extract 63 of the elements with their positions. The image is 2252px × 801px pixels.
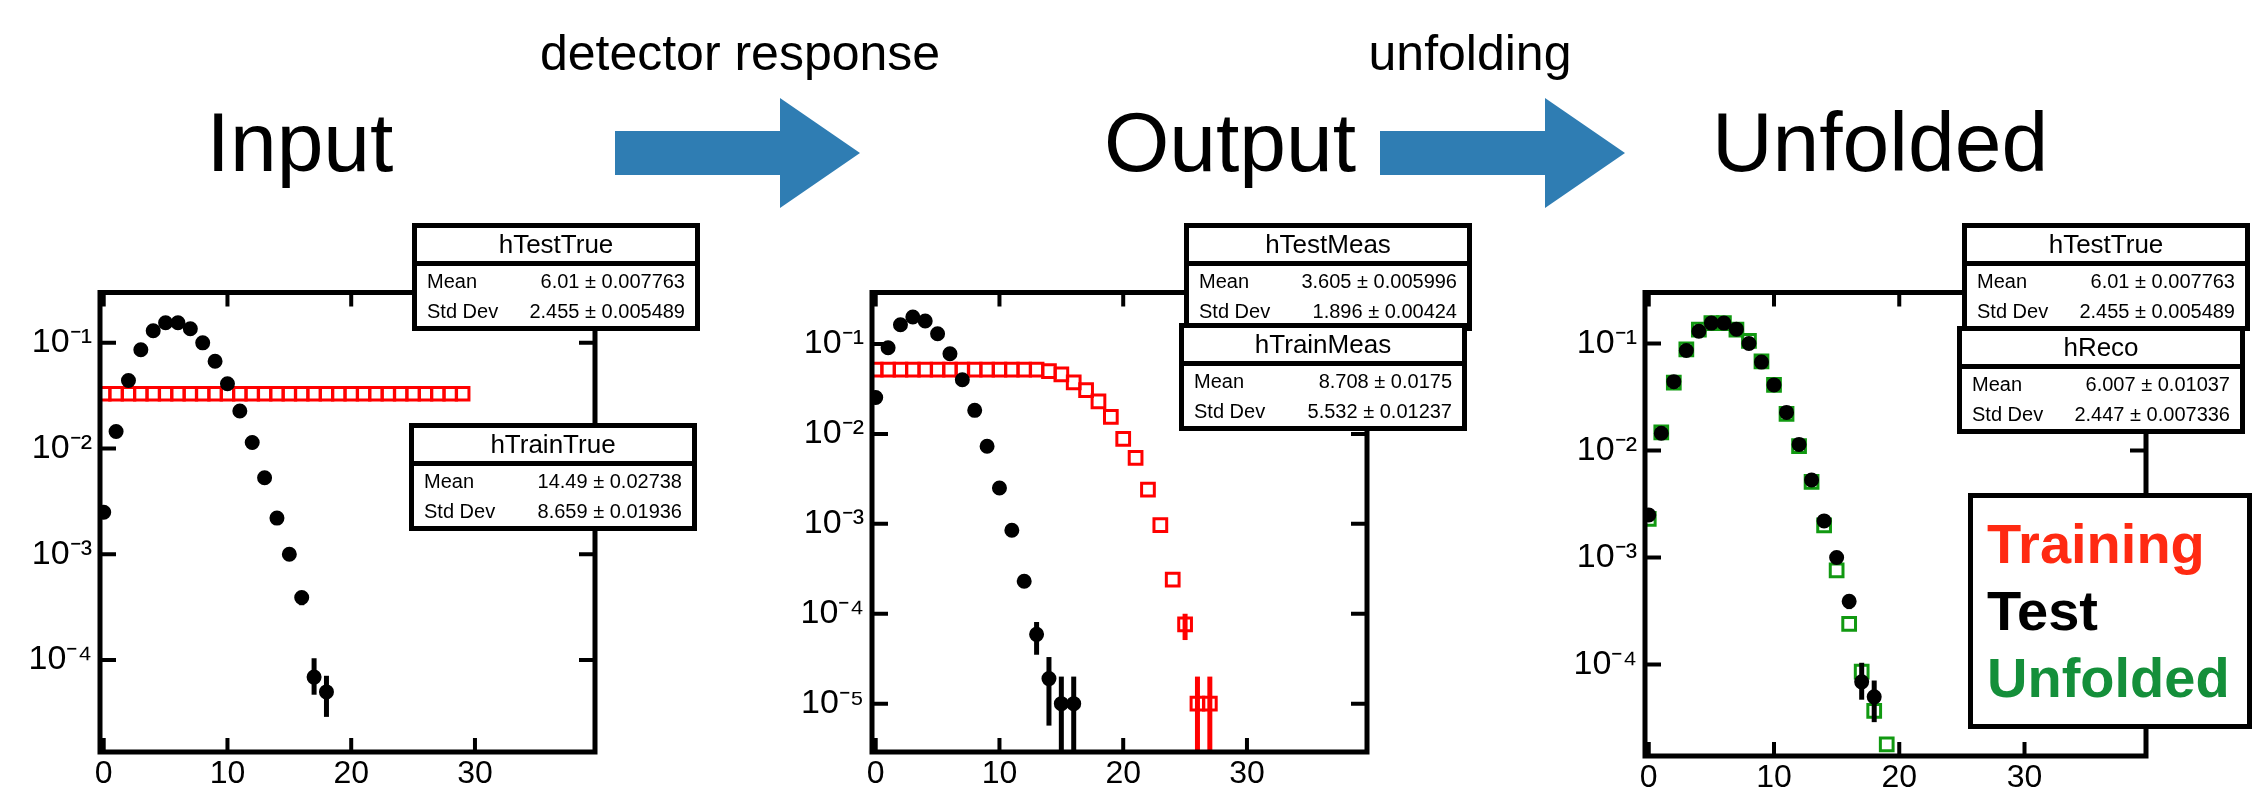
x-tick-label: 0 (1639, 758, 1658, 795)
annotation: 8.659 ± 0.01936 (537, 500, 682, 523)
y-tick-label: 10⁻¹ (31, 321, 92, 360)
chart-subtitle: unfolding (1368, 25, 1572, 81)
annotation: Std Dev (1977, 300, 2049, 323)
annotation: 14.49 ± 0.02738 (537, 470, 682, 493)
legend-label: Unfolded (1987, 645, 2231, 712)
y-tick-label: 10⁻¹ (803, 322, 864, 361)
text: Mean (1199, 270, 1250, 293)
x-tick-label: 20 (1881, 758, 1918, 795)
x-tick-label: 30 (1229, 754, 1265, 791)
text: Mean (1977, 270, 2028, 293)
y-tick-label: 10⁻² (31, 426, 92, 465)
legend-label: Test (1987, 578, 2099, 645)
y-tick-label: 10⁻¹ (1576, 321, 1637, 360)
legend-label: Training (1987, 511, 2206, 577)
chart-title: Input (206, 95, 394, 189)
annotation: 2.455 ± 0.005489 (529, 300, 685, 323)
y-tick-label: 10⁻² (803, 412, 864, 451)
annotation: Std Dev (1199, 300, 1271, 323)
y-tick-label: 10⁻⁴ (800, 592, 864, 631)
x-tick-label: 20 (333, 754, 370, 791)
chart-subtitle: detector response (539, 25, 941, 81)
annotation: Mean (1972, 373, 2023, 396)
chart-title: Output (1103, 95, 1357, 189)
y-tick-label: 10⁻⁵ (801, 682, 864, 721)
text: 6.01 ± 0.007763 (540, 270, 685, 293)
annotation: Mean (1194, 370, 1245, 393)
y-tick-label: 10⁻³ (31, 532, 92, 571)
chart-title: Unfolded (1711, 95, 2049, 189)
x-tick-label: 30 (457, 754, 493, 791)
y-tick-label: 10⁻⁴ (28, 638, 92, 677)
text: hTestTrue (1967, 228, 2245, 266)
y-tick-label: 10⁻⁴ (1573, 642, 1637, 681)
annotation: Std Dev (1194, 400, 1266, 423)
annotation: 1.896 ± 0.00424 (1312, 300, 1457, 323)
annotation: Std Dev (427, 300, 499, 323)
annotation: hTrainTrue (414, 428, 692, 466)
annotation: 8.708 ± 0.0175 (1318, 370, 1452, 393)
x-tick-label: 30 (2006, 758, 2043, 795)
x-tick-label: 10 (209, 754, 246, 791)
annotation: Mean (424, 470, 475, 493)
annotation: Std Dev (424, 500, 496, 523)
x-tick-label: 0 (866, 754, 885, 791)
annotation: Std Dev (1972, 403, 2044, 426)
y-tick-label: 10⁻² (1576, 428, 1637, 467)
annotation: hTrainMeas (1184, 328, 1462, 366)
annotation: hReco (1962, 331, 2240, 369)
y-tick-label: 10⁻³ (1576, 535, 1637, 574)
text: hTestMeas (1189, 228, 1467, 266)
y-tick-label: 10⁻³ (803, 502, 864, 541)
annotation: 2.455 ± 0.005489 (2079, 300, 2235, 323)
text: 3.605 ± 0.005996 (1301, 270, 1457, 293)
text: Mean (427, 270, 478, 293)
annotation: 5.532 ± 0.01237 (1307, 400, 1452, 423)
annotation: 6.007 ± 0.01037 (2085, 373, 2230, 396)
annotation: 2.447 ± 0.007336 (2074, 403, 2230, 426)
x-tick-label: 10 (1756, 758, 1792, 795)
x-tick-label: 0 (94, 754, 113, 791)
x-tick-label: 10 (981, 754, 1018, 791)
text: hTestTrue (417, 228, 695, 266)
x-tick-label: 20 (1105, 754, 1142, 791)
text: 6.01 ± 0.007763 (2090, 270, 2235, 293)
